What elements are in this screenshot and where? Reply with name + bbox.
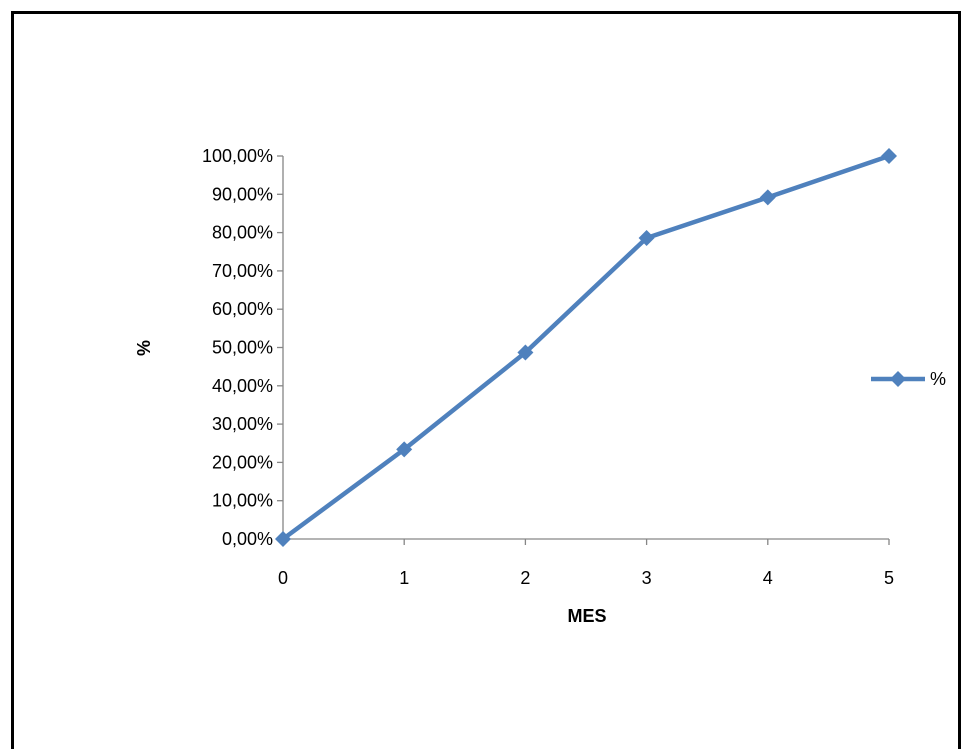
y-tick-label: 80,00% [212,223,273,243]
data-point-diamond [638,229,655,246]
y-tick-label: 70,00% [212,261,273,281]
y-tick-label: 30,00% [212,414,273,434]
x-axis: 0 1 2 3 4 5 [278,538,894,588]
legend-marker-diamond-icon [890,371,906,387]
x-tick-label: 1 [399,568,409,588]
series-line [281,153,890,541]
data-point-diamond [396,441,413,458]
y-tick-label: 20,00% [212,452,273,472]
legend-label: % [930,369,946,389]
data-point-diamond [759,189,776,206]
y-tick-label: 40,00% [212,376,273,396]
data-point-diamond [275,531,291,547]
x-tick-label: 5 [884,568,894,588]
y-axis-title: % [134,340,154,356]
x-axis-title: MES [567,606,606,626]
y-tick-label: 0,00% [222,529,273,549]
y-tick-label: 60,00% [212,299,273,319]
x-tick-label: 3 [642,568,652,588]
chart-frame [11,11,961,749]
y-axis: 0,00% 10,00% 20,00% 30,00% 40,00% 50,00% 60,00… [202,146,284,549]
y-tick-label: 100,00% [202,146,273,166]
plot-area [275,148,897,547]
x-tick-label: 2 [520,568,530,588]
y-tick-label: 10,00% [212,491,273,511]
x-tick-label: 0 [278,568,288,588]
y-tick-label: 50,00% [212,338,273,358]
y-tick-label: 90,00% [212,184,273,204]
legend: % [871,369,946,389]
x-tick-label: 4 [763,568,773,588]
data-point-diamond [517,344,534,361]
data-point-diamond [881,148,897,164]
